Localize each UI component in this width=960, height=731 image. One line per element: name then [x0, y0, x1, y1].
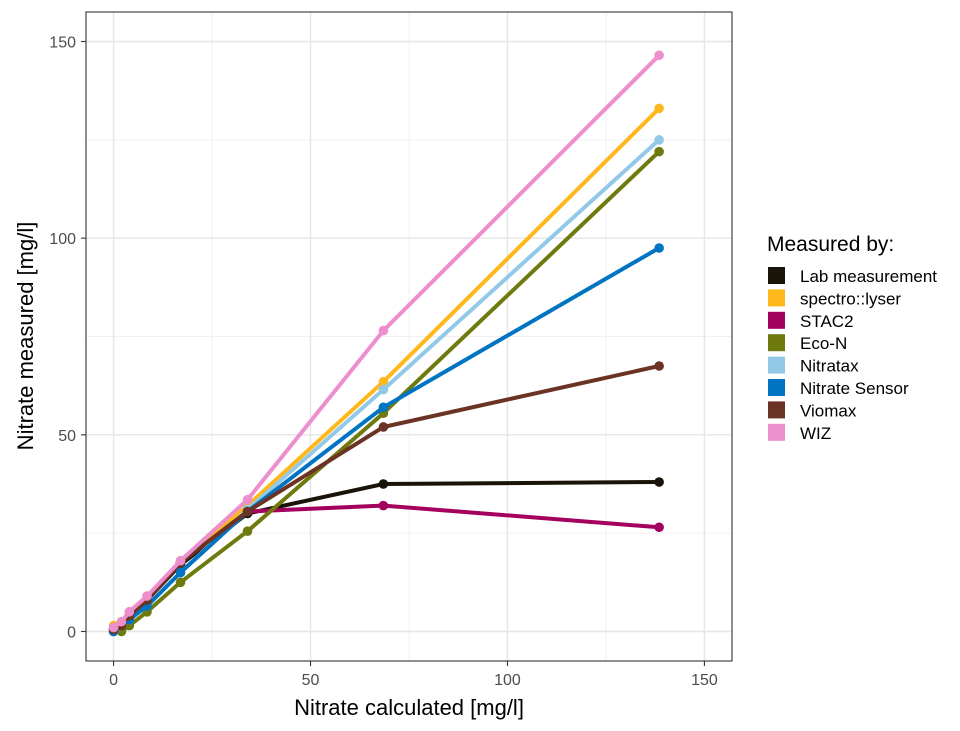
- series-line-stac2: [111, 503, 662, 632]
- data-point-nitrate-sensor: [175, 567, 186, 578]
- legend-swatch: [768, 289, 785, 307]
- data-point-nitrate-sensor: [378, 402, 389, 413]
- legend-label: STAC2: [800, 312, 854, 331]
- legend-label: Nitrate Sensor: [800, 379, 909, 398]
- x-tick-label: 100: [494, 672, 521, 689]
- legend-item-wiz: WIZ: [768, 423, 831, 443]
- legend-swatch: [768, 401, 785, 419]
- data-point-wiz: [242, 494, 253, 505]
- data-point-wiz: [175, 555, 186, 566]
- data-point-eco-n: [242, 526, 253, 536]
- series-line-wiz: [111, 53, 662, 630]
- data-point-spectro-lyser: [378, 376, 389, 387]
- legend-label: WIZ: [800, 424, 831, 443]
- legend-item-lab-measurement: Lab measurement: [768, 267, 937, 286]
- legend: Measured by: Lab measurementspectro::lys…: [767, 233, 937, 443]
- legend-title: Measured by:: [767, 233, 894, 256]
- legend-item-nitrate-sensor: Nitrate Sensor: [768, 379, 909, 398]
- legend-item-nitratax: Nitratax: [768, 356, 859, 376]
- data-point-wiz: [108, 622, 119, 633]
- legend-swatch: [768, 379, 785, 396]
- data-point-nitratax: [654, 135, 664, 145]
- minor-gridlines: [86, 12, 732, 661]
- data-point-lab-measurement: [378, 479, 389, 489]
- x-axis: 0 50 100 150: [109, 661, 718, 689]
- legend-swatch: [768, 267, 785, 284]
- data-point-eco-n: [654, 146, 664, 157]
- series-layer: [108, 50, 664, 637]
- legend-label: Nitratax: [800, 357, 859, 376]
- data-point-lab-measurement: [654, 477, 664, 487]
- data-point-eco-n: [175, 577, 186, 588]
- x-tick-label: 150: [691, 672, 718, 689]
- y-tick-label: 100: [49, 231, 76, 248]
- x-axis-title: Nitrate calculated [mg/l]: [294, 695, 524, 720]
- data-point-viomax: [242, 506, 253, 517]
- series-viomax: [108, 361, 664, 635]
- data-point-stac2: [654, 522, 664, 533]
- series-nitrate-sensor: [108, 243, 664, 637]
- legend-swatch: [768, 311, 785, 329]
- data-point-nitratax: [378, 384, 389, 395]
- legend-item-viomax: Viomax: [768, 401, 857, 420]
- legend-item-eco-n: Eco-N: [768, 334, 847, 353]
- data-point-nitrate-sensor: [654, 243, 664, 253]
- data-point-spectro-lyser: [654, 103, 664, 114]
- legend-swatch: [768, 356, 785, 374]
- y-tick-label: 0: [67, 625, 76, 642]
- legend-label: Lab measurement: [800, 267, 937, 286]
- data-point-wiz: [116, 616, 127, 627]
- legend-label: spectro::lyser: [800, 289, 901, 308]
- data-point-stac2: [378, 500, 389, 511]
- plot-panel-border: [85, 11, 733, 662]
- x-tick-label: 50: [302, 672, 320, 689]
- data-point-viomax: [378, 422, 389, 432]
- legend-swatch: [768, 423, 785, 441]
- data-point-viomax: [654, 361, 664, 371]
- legend-label: Eco-N: [800, 334, 847, 353]
- series-stac2: [108, 500, 664, 635]
- legend-item-spectro-lyser: spectro::lyser: [768, 289, 901, 308]
- y-tick-label: 150: [49, 35, 76, 52]
- y-axis-title: Nitrate measured [mg/l]: [13, 222, 38, 451]
- x-tick-label: 0: [109, 672, 118, 689]
- legend-items: Lab measurementspectro::lyserSTAC2Eco-NN…: [768, 267, 937, 443]
- data-point-wiz: [124, 607, 135, 617]
- data-point-wiz: [654, 50, 664, 61]
- series-line-nitrate-sensor: [111, 246, 662, 634]
- y-tick-label: 50: [58, 428, 76, 445]
- legend-item-stac2: STAC2: [768, 311, 854, 331]
- data-point-wiz: [378, 325, 389, 336]
- series-wiz: [108, 50, 664, 633]
- legend-label: Viomax: [800, 401, 857, 420]
- legend-swatch: [768, 334, 785, 352]
- y-axis: 0 50 100 150: [49, 35, 86, 642]
- data-point-wiz: [142, 591, 152, 601]
